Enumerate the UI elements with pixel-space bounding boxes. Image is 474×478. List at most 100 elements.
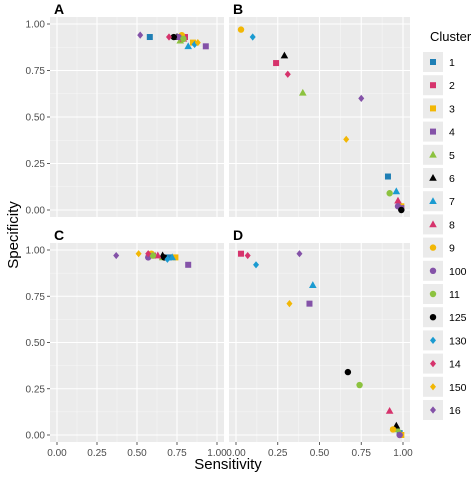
panels-layer: A 0.00 0.25 0.50 0.75 1.00 B C 0.00 0.25 0.50 0.75 1… xyxy=(26,1,414,459)
point-cluster-130 xyxy=(253,261,260,269)
legend-key-symbol xyxy=(429,267,437,274)
point-cluster-16 xyxy=(137,31,144,39)
point-cluster-4 xyxy=(202,43,209,50)
point-cluster-16 xyxy=(113,251,120,260)
point-cluster-125 xyxy=(170,33,177,41)
point-cluster-100 xyxy=(175,33,182,41)
legend-key-symbol xyxy=(429,290,437,298)
point-cluster-130 xyxy=(164,255,171,263)
y-tick-label: 0.75 xyxy=(26,66,46,77)
point-cluster-14 xyxy=(284,70,291,78)
legend-key-symbol xyxy=(430,59,436,65)
point-cluster-14 xyxy=(244,251,251,260)
point-cluster-11 xyxy=(149,252,157,259)
point-cluster-4 xyxy=(306,300,313,307)
x-tick-label: 0.50 xyxy=(127,448,147,459)
point-cluster-3 xyxy=(190,39,196,46)
point-cluster-1 xyxy=(384,173,391,180)
point-cluster-100 xyxy=(396,431,403,439)
legend-key-symbol xyxy=(429,220,437,228)
point-cluster-2 xyxy=(238,250,245,257)
point-cluster-7 xyxy=(309,281,317,288)
point-cluster-11 xyxy=(356,381,363,389)
legend-key-symbol xyxy=(430,82,436,89)
legend-item: 3 xyxy=(423,98,455,119)
legend-key-symbol xyxy=(429,197,437,204)
legend-label: 6 xyxy=(449,173,455,185)
y-tick-label: 1.00 xyxy=(26,246,46,257)
point-cluster-1 xyxy=(166,254,172,261)
legend-label: 9 xyxy=(449,243,455,255)
point-cluster-14 xyxy=(145,250,152,258)
point-cluster-14 xyxy=(166,33,172,41)
legend-key-symbol xyxy=(430,105,436,112)
panel-label: B xyxy=(233,1,243,17)
legend-item: 2 xyxy=(423,75,455,96)
point-cluster-3 xyxy=(172,254,179,261)
point-cluster-125 xyxy=(344,368,352,376)
legend-key-symbol xyxy=(429,150,437,158)
point-cluster-150 xyxy=(135,250,142,258)
panel-a: A 0.00 0.25 0.50 0.75 1.00 xyxy=(26,1,224,217)
legend-item: 11 xyxy=(423,284,460,304)
data-points xyxy=(137,31,209,50)
point-cluster-16 xyxy=(358,94,365,102)
x-tick-label: 0.00 xyxy=(226,448,246,459)
legend-item: 16 xyxy=(423,400,461,420)
point-cluster-8 xyxy=(394,196,402,204)
legend-label: 14 xyxy=(449,359,461,371)
x-tick-label: 0.75 xyxy=(352,448,372,459)
legend-item: 14 xyxy=(423,353,461,374)
point-cluster-150 xyxy=(194,39,201,47)
point-cluster-150 xyxy=(343,135,350,143)
y-tick-label: 0.00 xyxy=(26,431,46,442)
point-cluster-8 xyxy=(385,406,394,414)
point-cluster-7 xyxy=(392,187,401,195)
y-tick-label: 0.50 xyxy=(26,113,46,124)
gridlines xyxy=(229,17,410,217)
legend-label: 16 xyxy=(449,405,461,417)
point-cluster-5 xyxy=(176,36,184,44)
point-cluster-5 xyxy=(394,425,402,433)
point-cluster-150 xyxy=(286,300,293,308)
legend-label: 2 xyxy=(449,80,455,92)
legend-label: 150 xyxy=(449,382,467,394)
panel-b: B xyxy=(229,1,410,217)
legend-item: 8 xyxy=(423,214,455,235)
legend-item: 1 xyxy=(423,52,455,72)
y-tick-label: 0.00 xyxy=(26,206,46,217)
data-points xyxy=(238,250,405,439)
point-cluster-9 xyxy=(389,426,397,433)
legend-label: 8 xyxy=(449,219,455,231)
point-cluster-4 xyxy=(185,261,192,268)
legend-label: 7 xyxy=(449,196,455,208)
x-tick-label: 1.00 xyxy=(207,448,227,459)
legend-key-symbol xyxy=(430,383,436,391)
legend-key-symbol xyxy=(430,360,436,368)
legend: Cluster 1 2 3 4 5 6 7 8 9 100 11 125 130 14 150 16 xyxy=(423,29,472,420)
panel-label: D xyxy=(233,227,243,243)
legend-label: 11 xyxy=(449,289,460,301)
y-tick-label: 0.25 xyxy=(26,384,46,395)
x-tick-label: 0.75 xyxy=(167,448,187,459)
y-tick-label: 0.50 xyxy=(26,338,46,349)
legend-label: 4 xyxy=(449,127,455,139)
y-tick-label: 1.00 xyxy=(26,20,46,31)
panel-d: D 0.00 0.25 0.50 0.75 1.00 xyxy=(226,227,413,459)
legend-item: 9 xyxy=(423,237,455,258)
x-tick-label: 1.00 xyxy=(393,448,413,459)
gridlines xyxy=(50,17,224,217)
point-cluster-130 xyxy=(249,33,256,41)
point-cluster-6 xyxy=(280,51,289,59)
panel-label: C xyxy=(54,227,64,243)
legend-key-symbol xyxy=(429,314,437,321)
y-tick-label: 0.75 xyxy=(26,292,46,303)
y-axis-label: Specificity xyxy=(5,201,22,269)
gridlines xyxy=(50,243,224,442)
legend-label: 125 xyxy=(449,312,467,324)
legend-label: 100 xyxy=(449,266,467,278)
point-cluster-1 xyxy=(146,34,153,41)
point-cluster-7 xyxy=(184,42,192,50)
x-tick-label: 0.00 xyxy=(47,448,67,459)
